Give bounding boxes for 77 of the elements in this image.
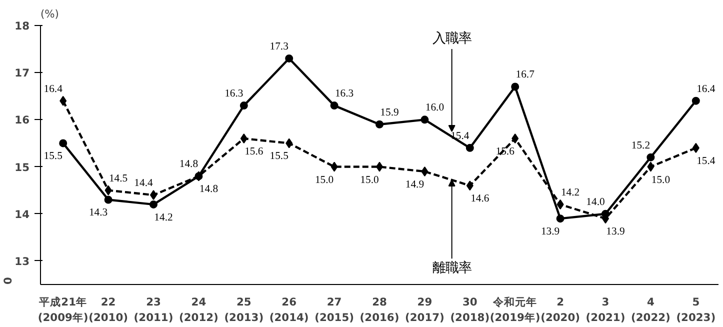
point xyxy=(285,54,294,62)
data-label: 14.2 xyxy=(154,212,173,224)
data-label: 16.3 xyxy=(334,88,354,100)
point xyxy=(376,120,384,128)
y-tick-label: 13 xyxy=(14,254,30,268)
data-label: 15.2 xyxy=(631,140,650,152)
data-label: 15.0 xyxy=(314,174,334,186)
data-label: 15.4 xyxy=(696,156,716,167)
point xyxy=(60,96,67,106)
data-label: 14.5 xyxy=(108,173,128,184)
point xyxy=(286,138,293,148)
x-tick-label: 22 (2010) xyxy=(88,296,128,324)
x-tick-label: 平成21年 (2009年) xyxy=(38,296,88,324)
point xyxy=(556,199,564,210)
data-label: 16.4 xyxy=(696,84,716,95)
x-tick-label: 3 (2021) xyxy=(586,296,626,324)
point xyxy=(466,180,474,191)
point xyxy=(420,116,429,124)
data-label: 15.9 xyxy=(380,107,399,118)
data-label: 16.3 xyxy=(224,88,244,100)
data-label: 13.9 xyxy=(540,226,560,238)
x-tick-label: 29 (2017) xyxy=(405,296,444,324)
point xyxy=(692,142,700,153)
x-tick-label: 2 (2020) xyxy=(540,296,580,324)
data-label: 15.0 xyxy=(360,174,379,186)
data-label: 16.0 xyxy=(425,102,444,114)
point xyxy=(421,166,428,176)
point xyxy=(59,139,68,148)
point xyxy=(104,196,112,204)
data-label: 16.7 xyxy=(516,70,536,81)
point xyxy=(330,102,338,110)
data-label: 15.5 xyxy=(44,151,62,162)
point xyxy=(512,134,519,144)
data-label: 17.3 xyxy=(270,41,288,52)
y-tick-label: 16 xyxy=(14,114,30,127)
y-axis-title: (%) xyxy=(40,8,59,20)
point xyxy=(647,162,654,172)
y-tick-label: 15 xyxy=(14,160,30,174)
y-tick-label: 18 xyxy=(14,20,30,32)
data-label: 13.9 xyxy=(606,226,625,238)
point xyxy=(692,96,700,105)
data-label: 14.2 xyxy=(560,187,580,198)
data-label: 15.0 xyxy=(651,174,670,186)
y-tick-label: 14 xyxy=(14,208,30,221)
point xyxy=(240,134,248,144)
point xyxy=(646,153,655,162)
data-label: 15.5 xyxy=(270,151,288,162)
x-tick-label: 5 (2023) xyxy=(676,296,716,324)
y-tick-label: 17 xyxy=(14,66,30,80)
point xyxy=(104,185,112,196)
x-tick-label: 24 (2012) xyxy=(179,296,218,324)
point xyxy=(330,162,338,172)
text: 離職率 xyxy=(432,260,472,276)
point xyxy=(466,144,474,152)
point xyxy=(556,214,564,223)
data-label: 16.4 xyxy=(44,84,64,95)
text: 0 xyxy=(2,277,14,284)
x-tick-label: 28 (2016) xyxy=(360,296,400,324)
data-label: 14.0 xyxy=(586,196,605,208)
data-label: 14.8 xyxy=(179,159,198,170)
data-label: 14.8 xyxy=(199,184,218,196)
data-label: 15.6 xyxy=(244,146,264,158)
data-label: 14.4 xyxy=(134,178,154,190)
data-label: 14.6 xyxy=(470,194,490,205)
x-tick-label: 令和元年 (2019年) xyxy=(490,296,540,324)
x-tick-label: 4 (2022) xyxy=(631,296,670,324)
data-label: 14.9 xyxy=(405,179,424,190)
point xyxy=(240,102,248,110)
text: 入職率 xyxy=(432,30,472,47)
x-tick-label: 27 (2015) xyxy=(314,296,354,324)
x-tick-label: 25 (2013) xyxy=(224,296,264,324)
point xyxy=(511,82,520,91)
data-label: 14.3 xyxy=(88,208,108,219)
x-tick-label: 23 (2011) xyxy=(134,296,174,324)
point xyxy=(150,200,158,208)
x-tick-label: 30 (2018) xyxy=(450,296,490,324)
x-tick-label: 26 (2014) xyxy=(269,296,309,324)
